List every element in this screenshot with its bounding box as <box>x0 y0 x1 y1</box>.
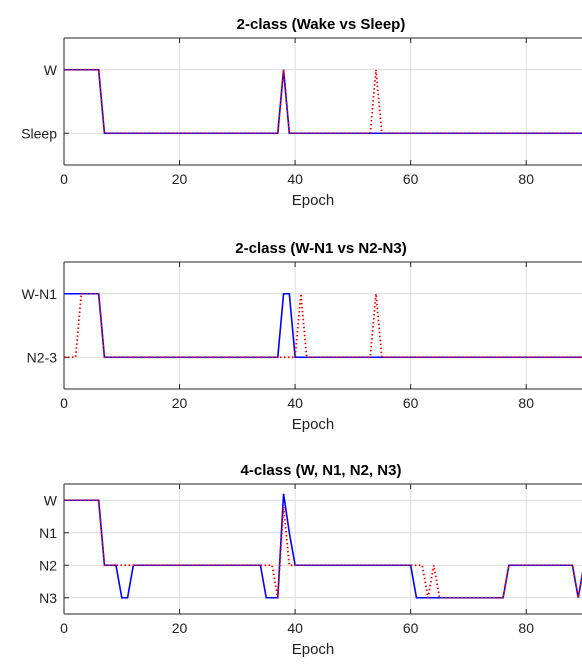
y-tick-label: W <box>44 492 58 508</box>
x-tick-label: 80 <box>518 395 534 411</box>
x-tick-label: 40 <box>287 171 303 187</box>
x-tick-label: 40 <box>287 620 303 636</box>
x-axis-label: Epoch <box>292 192 335 209</box>
y-tick-label: N2 <box>39 557 57 573</box>
plot-area <box>64 38 582 165</box>
panel-2: 0 20 40 60 80 W-N1 N2-3 2-class (W-N1 vs N2-N3)… <box>21 240 582 433</box>
x-tick-label: 60 <box>403 171 419 187</box>
x-tick-label: 80 <box>518 620 534 636</box>
y-tick-label: W <box>44 62 58 78</box>
x-tick-label: 0 <box>60 620 68 636</box>
x-tick-label: 20 <box>172 395 188 411</box>
series-line-dotted <box>64 292 582 359</box>
x-tick-label: 40 <box>287 395 303 411</box>
panel-title: 2-class (Wake vs Sleep) <box>237 16 406 33</box>
x-tick-label: 0 <box>60 171 68 187</box>
x-tick-label: 0 <box>60 395 68 411</box>
x-tick-label: 60 <box>403 620 419 636</box>
y-tick-label: Sleep <box>21 125 57 141</box>
x-tick-label: 80 <box>518 171 534 187</box>
panel-title: 4-class (W, N1, N2, N3) <box>241 462 402 479</box>
x-axis-label: Epoch <box>292 416 335 433</box>
y-tick-label: N3 <box>39 590 57 606</box>
panel-1: 0 20 40 60 80 W Sleep 2-class (Wake vs Sleep) Ep… <box>21 16 582 209</box>
panel-3: 0 20 40 60 80 W N1 N2 N3 4-class (W, N1, N2, N3) E… <box>39 462 582 658</box>
series-line-solid <box>64 292 582 359</box>
x-tick-label: 20 <box>172 171 188 187</box>
x-axis-label: Epoch <box>292 641 335 658</box>
y-tick-label: N2-3 <box>27 349 58 365</box>
y-tick-label: W-N1 <box>21 286 57 302</box>
plot-area <box>64 484 582 614</box>
plot-area <box>64 262 582 389</box>
x-tick-label: 60 <box>403 395 419 411</box>
y-tick-label: N1 <box>39 525 57 541</box>
series-line-dotted <box>64 499 582 599</box>
x-tick-label: 20 <box>172 620 188 636</box>
panel-title: 2-class (W-N1 vs N2-N3) <box>235 240 406 257</box>
